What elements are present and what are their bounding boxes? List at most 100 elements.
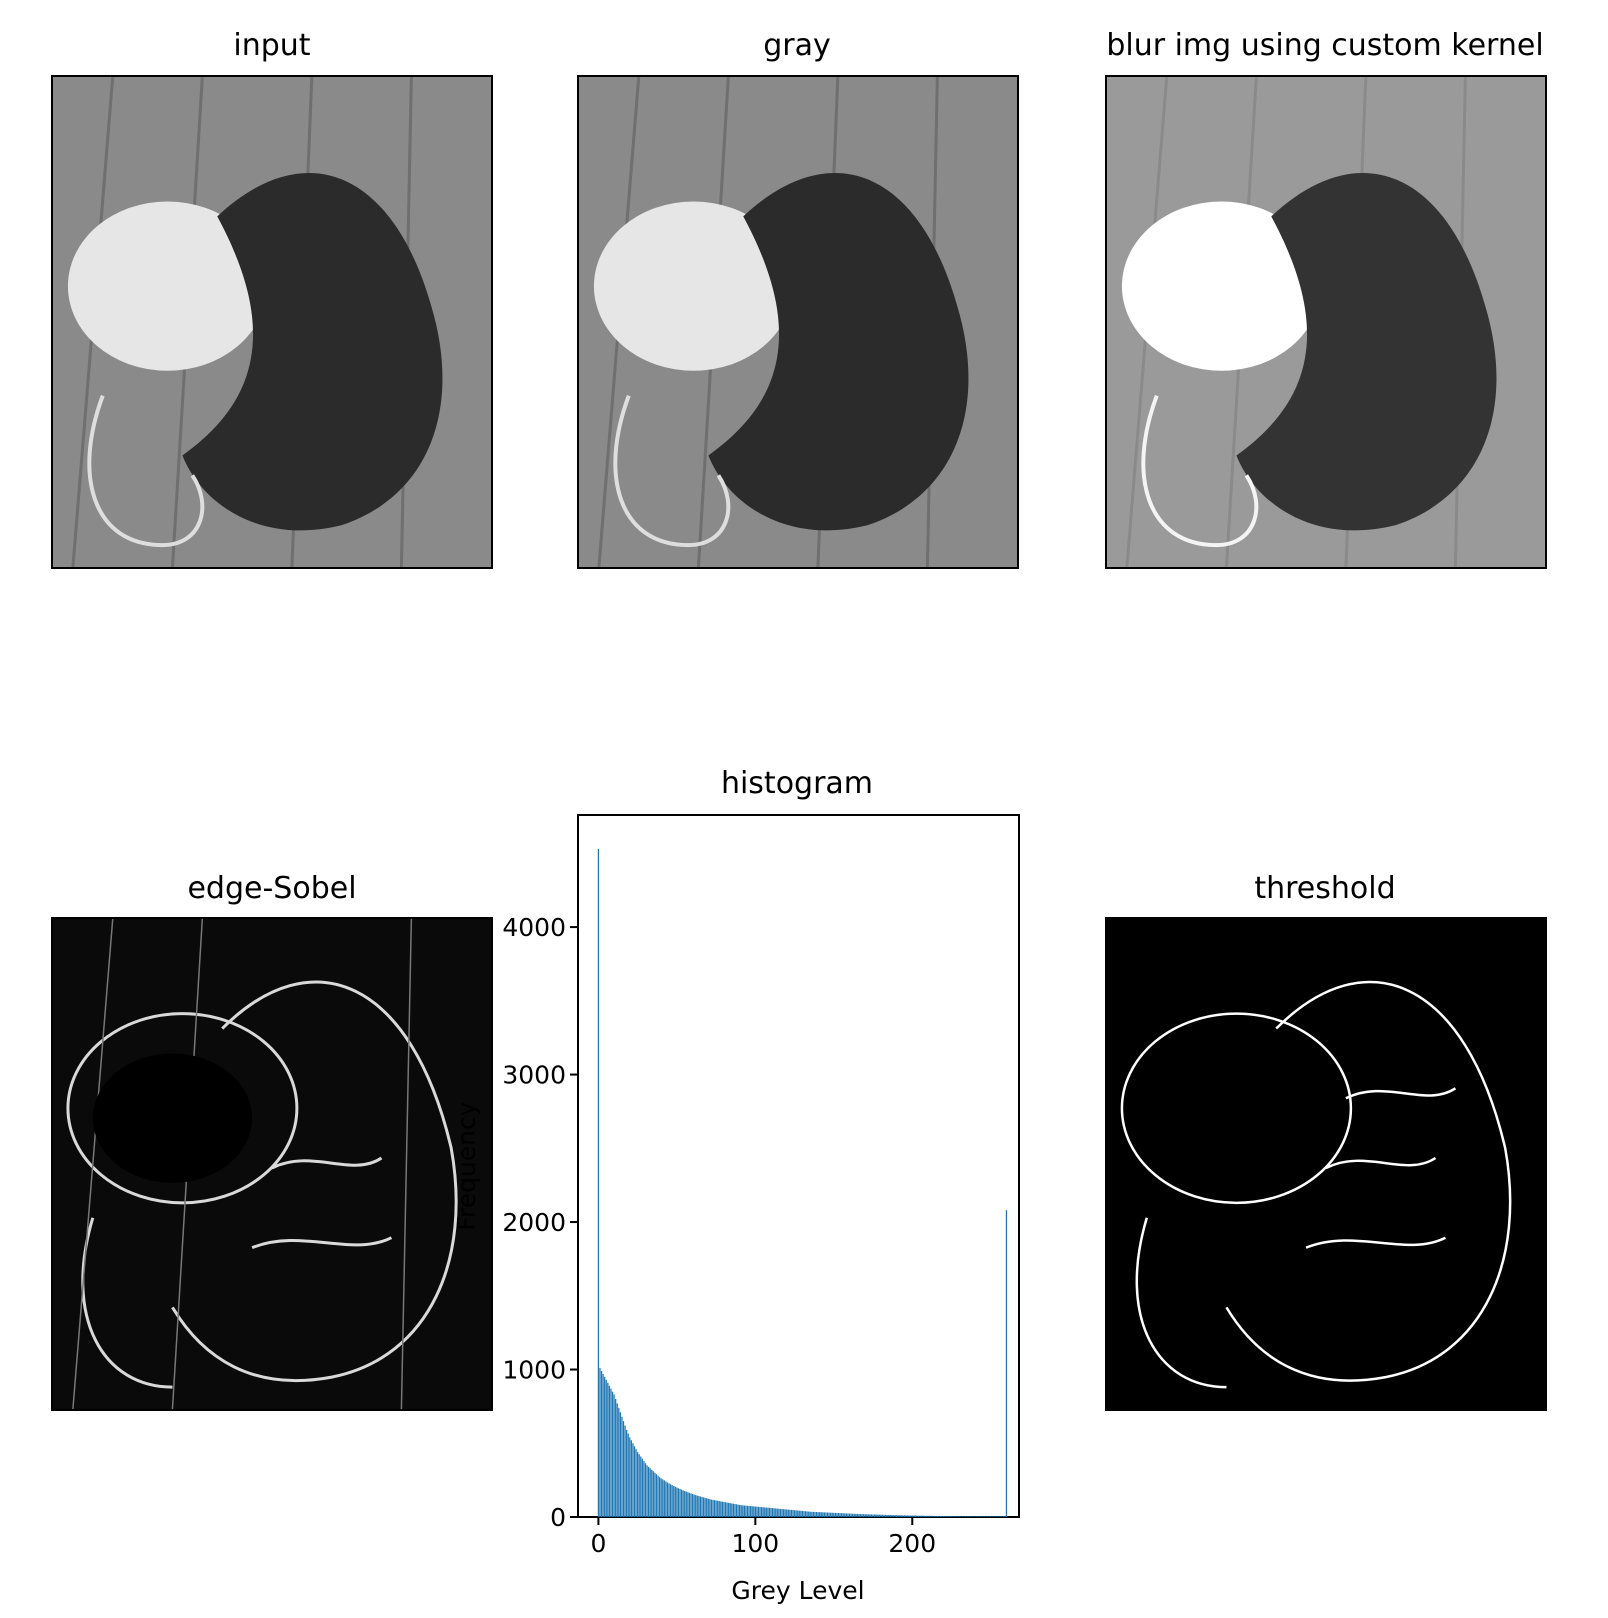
histogram-bar [778,1509,779,1517]
histogram-bar [774,1508,775,1517]
histogram-bar [976,1516,977,1517]
histogram-bar [653,1471,654,1517]
histogram-bar [722,1502,723,1517]
histogram-bar [643,1461,644,1517]
histogram-bar [761,1507,762,1517]
histogram-bar [631,1440,632,1517]
histogram-bar [742,1505,743,1517]
histogram-bar [604,1377,605,1517]
histogram-plot-area [578,815,1019,1517]
histogram-bar [912,1516,913,1517]
histogram-bar [731,1503,732,1517]
histogram-bar [808,1512,809,1517]
histogram-bar [839,1513,840,1517]
histogram-bar [706,1498,707,1517]
histogram-bar [920,1516,921,1517]
histogram-bar [626,1430,627,1517]
histogram-bar [843,1513,844,1517]
histogram-bar [629,1437,630,1517]
histogram-bar [835,1513,836,1517]
histogram-bar [896,1515,897,1517]
histogram-bar [822,1512,823,1517]
histogram-bar [744,1505,745,1517]
histogram-bar [918,1516,919,1517]
histogram-bar [959,1516,960,1517]
histogram-bar [805,1511,806,1517]
histogram-bar [847,1513,848,1517]
histogram-bar [690,1493,691,1517]
histogram-bar [791,1510,792,1517]
histogram-bar [905,1515,906,1517]
x-tick-label: 0 [590,1529,606,1558]
histogram-bar [1000,1516,1001,1517]
histogram-bar [632,1443,633,1517]
histogram-bar [692,1494,693,1517]
histogram-bar [888,1515,889,1517]
histogram-bar [792,1510,793,1517]
histogram-bar [814,1512,815,1517]
histogram-bar [601,1371,602,1517]
histogram-bar [938,1516,939,1517]
histogram-bar [811,1512,812,1517]
histogram-bar [940,1516,941,1517]
histogram-bar [965,1516,966,1517]
histogram-bar [907,1515,908,1517]
histogram-bar [656,1474,657,1517]
histogram-bar [871,1514,872,1517]
histogram-bar [640,1457,641,1517]
histogram-bar [981,1516,982,1517]
histogram-bar [802,1511,803,1517]
histogram-bar [733,1504,734,1517]
histogram-bar [902,1515,903,1517]
histogram-bar [855,1514,856,1517]
histogram-bar [695,1495,696,1517]
histogram-bar [824,1512,825,1517]
histogram-bar [755,1507,756,1517]
histogram-bar [654,1473,655,1517]
histogram-bar [624,1426,625,1517]
histogram-bar [827,1513,828,1517]
histogram-bar [909,1516,910,1517]
histogram-bar [995,1516,996,1517]
histogram-bar [880,1515,881,1517]
histogram-bar [957,1516,958,1517]
histogram-bar [659,1477,660,1517]
histogram-bar [665,1481,666,1517]
histogram-bar [764,1507,765,1517]
histogram-ylabel: Frequency [452,1101,481,1230]
histogram-bar [901,1515,902,1517]
histogram-bar [803,1511,804,1517]
histogram-bar [967,1516,968,1517]
histogram-bar [945,1516,946,1517]
histogram-bar [683,1490,684,1517]
histogram-bar [618,1408,619,1517]
histogram-bar [861,1514,862,1517]
histogram-bar [615,1399,616,1517]
histogram-bar [635,1449,636,1517]
histogram-bar [985,1516,986,1517]
histogram-bar [617,1403,618,1517]
histogram-bar [869,1514,870,1517]
histogram-bar [960,1516,961,1517]
histogram-bar [934,1516,935,1517]
histogram-bar [745,1506,746,1517]
histogram-bar [951,1516,952,1517]
histogram-bar [874,1514,875,1517]
histogram-bar [846,1513,847,1517]
histogram-bar [741,1505,742,1517]
histogram-bar [799,1511,800,1517]
histogram-bar [607,1383,608,1517]
histogram-bar [948,1516,949,1517]
histogram-bar [852,1514,853,1517]
histogram-bar [877,1515,878,1517]
histogram-bar [962,1516,963,1517]
histogram-bar [678,1488,679,1517]
histogram-bar [883,1515,884,1517]
y-tick-label: 0 [550,1503,566,1532]
histogram-bar [841,1513,842,1517]
histogram-bar [734,1504,735,1517]
histogram-bar [800,1511,801,1517]
histogram-bar [628,1434,629,1517]
histogram-bar [863,1514,864,1517]
histogram-bar [664,1480,665,1517]
